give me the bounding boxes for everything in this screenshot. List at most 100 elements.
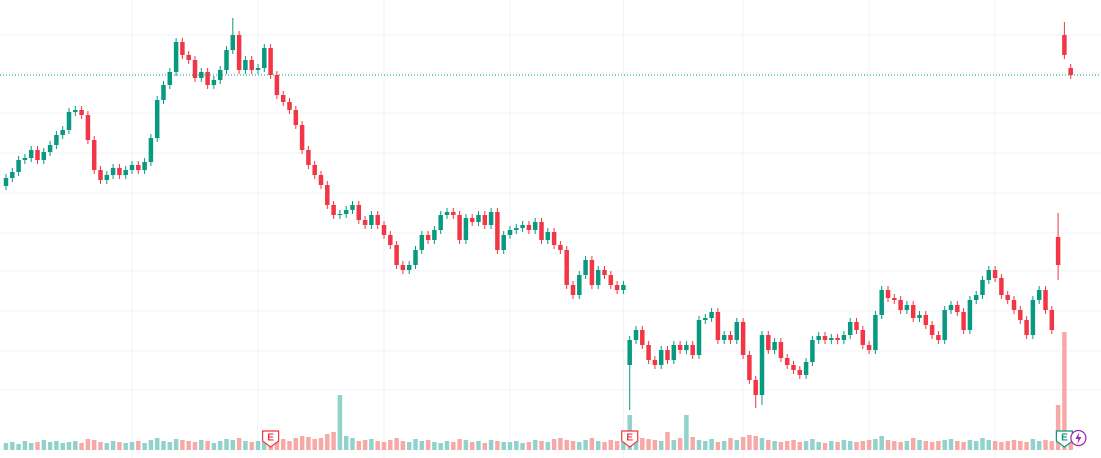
- volume-bar: [180, 440, 185, 450]
- volume-bar: [652, 440, 658, 450]
- volume-bar: [66, 442, 72, 450]
- volume-bar: [224, 439, 229, 450]
- candle-body: [1011, 300, 1017, 310]
- candle-body: [608, 275, 614, 285]
- candle-body: [753, 380, 758, 395]
- volume-bar: [665, 432, 670, 450]
- volume-bar: [539, 441, 544, 450]
- event-pin: [1055, 430, 1073, 448]
- candle-body: [986, 270, 992, 280]
- candle-body: [343, 210, 349, 214]
- volume-bar: [406, 442, 412, 450]
- volume-bar: [929, 442, 935, 450]
- volume-bar: [343, 436, 349, 450]
- candle-body: [879, 290, 884, 315]
- volume-bar: [728, 438, 733, 450]
- volume-bar: [444, 441, 450, 450]
- candle-body: [967, 300, 973, 330]
- candle-body: [898, 300, 903, 310]
- volume-bar: [936, 441, 941, 450]
- volume-bar: [917, 440, 922, 450]
- candle-body: [992, 270, 998, 278]
- candle-body: [369, 215, 374, 225]
- volume-bar: [104, 443, 110, 450]
- candle-body: [331, 205, 336, 215]
- candle-body: [54, 135, 59, 145]
- candle-body: [1030, 300, 1036, 335]
- volume-bar: [835, 442, 840, 450]
- volume-bar: [740, 437, 746, 450]
- volume-bar: [337, 395, 343, 450]
- candle-body: [545, 232, 551, 240]
- volume-bar: [47, 442, 53, 450]
- candle-body: [16, 160, 21, 172]
- volume-bar: [1030, 439, 1036, 450]
- volume-bar: [898, 442, 903, 450]
- candle-body: [866, 345, 872, 350]
- candle-body: [413, 250, 418, 265]
- candle-body: [35, 150, 40, 160]
- volume-bar: [425, 440, 431, 450]
- event-label: E: [1061, 433, 1068, 444]
- volume-bar: [608, 440, 614, 450]
- candle-body: [186, 55, 191, 60]
- volume-bar: [980, 438, 985, 450]
- volume-bar: [986, 440, 992, 450]
- volume-bar: [136, 441, 141, 450]
- candle-body: [325, 185, 330, 205]
- candle-body: [337, 214, 343, 215]
- volume-bar: [992, 441, 998, 450]
- candle-body: [621, 285, 626, 290]
- candle-body: [860, 330, 866, 345]
- candle-body: [274, 75, 280, 95]
- candle-body: [425, 235, 431, 240]
- candle-body: [224, 50, 229, 70]
- volume-bar: [469, 442, 475, 450]
- candle-body: [671, 345, 677, 360]
- candle-body: [677, 345, 683, 350]
- candle-body: [526, 225, 532, 230]
- candle-body: [110, 168, 116, 175]
- volume-bar: [942, 440, 947, 450]
- volume-bar: [658, 441, 664, 450]
- candle-body: [929, 325, 935, 335]
- volume-bar: [154, 438, 160, 450]
- candle-body: [400, 265, 406, 270]
- candle-body: [129, 165, 135, 170]
- volume-bar: [375, 441, 380, 450]
- volume-bar: [91, 440, 97, 450]
- volume-bar: [614, 441, 620, 450]
- candle-body: [747, 355, 752, 380]
- candle-body: [142, 162, 147, 170]
- volume-bar: [551, 439, 557, 450]
- candle-body: [829, 338, 834, 340]
- volume-bar: [236, 438, 242, 450]
- volume-bar: [161, 441, 166, 450]
- candle-body: [419, 235, 425, 250]
- candle-body: [658, 350, 664, 365]
- volume-bar: [501, 442, 506, 450]
- candle-body: [148, 138, 154, 162]
- volume-bar: [532, 440, 538, 450]
- volume-bar: [110, 441, 116, 450]
- candle-body: [167, 72, 173, 85]
- candle-body: [816, 336, 821, 340]
- candle-body: [1068, 68, 1073, 75]
- volume-bar: [243, 441, 248, 450]
- candle-body: [98, 170, 103, 180]
- candle-body: [923, 315, 929, 325]
- volume-bar: [847, 441, 853, 450]
- volume-bar: [362, 440, 368, 450]
- volume-bar: [293, 438, 299, 450]
- volume-bar: [797, 442, 803, 450]
- candle-body: [463, 218, 469, 240]
- candle-body: [438, 215, 443, 230]
- candle-body: [721, 335, 727, 340]
- volume-bar: [1055, 405, 1061, 450]
- candle-body: [457, 215, 462, 240]
- volume-bar: [35, 442, 40, 450]
- volume-bar: [482, 443, 488, 450]
- volume-bar: [331, 432, 336, 450]
- candle-body: [797, 370, 803, 375]
